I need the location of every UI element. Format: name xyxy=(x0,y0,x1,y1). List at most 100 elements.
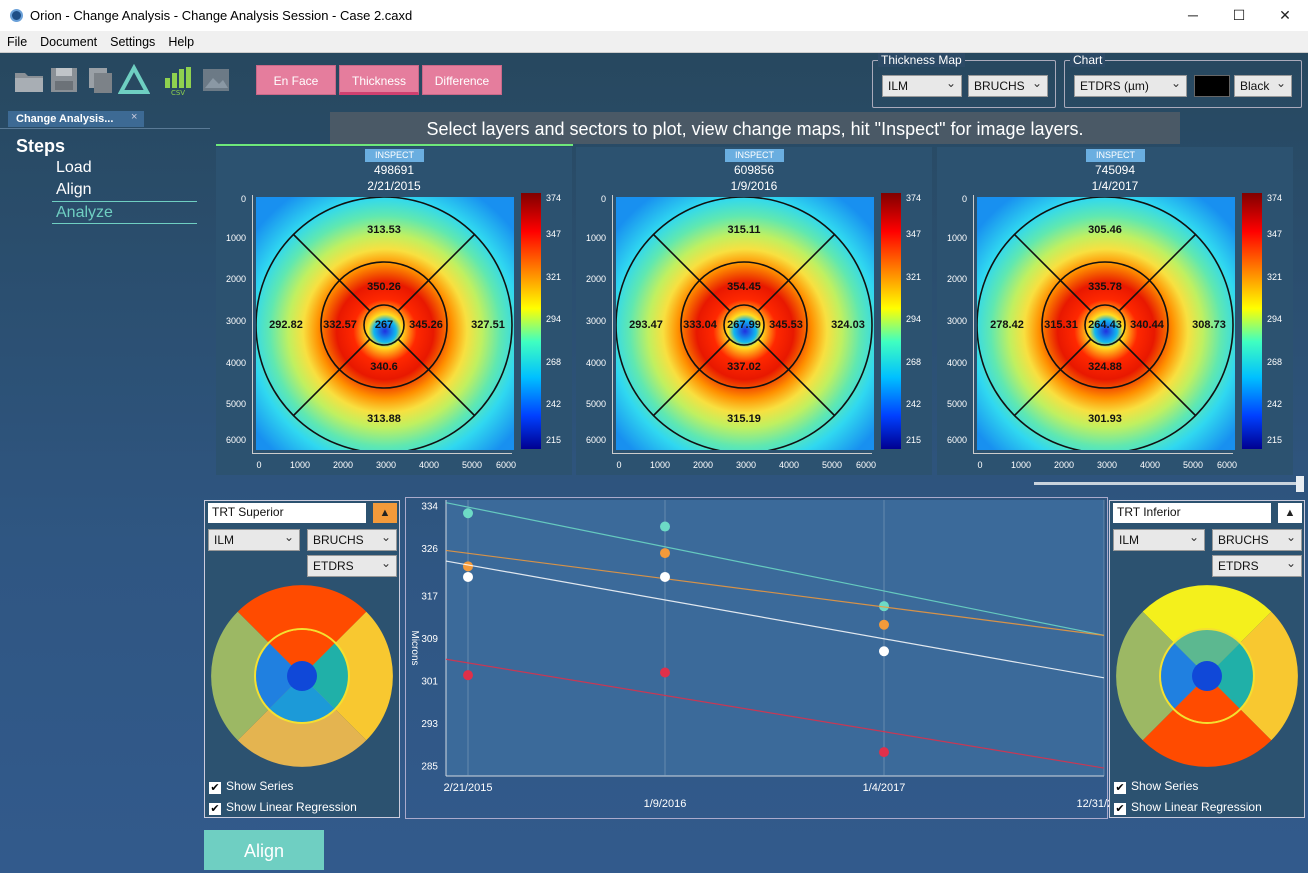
sector-value: 345.26 xyxy=(409,319,443,331)
superior-up-button[interactable]: ▲ xyxy=(373,503,397,523)
x-tick-label: 4000 xyxy=(778,460,800,470)
slider-track[interactable] xyxy=(1034,482,1298,485)
thickness-heatmap[interactable]: 315.11 354.45 293.47 333.04 267.99 345.53 324.… xyxy=(616,197,874,450)
step-divider xyxy=(52,201,197,202)
delta-icon[interactable] xyxy=(118,64,150,96)
align-button[interactable]: Align xyxy=(204,830,324,870)
chart-group-label: Chart xyxy=(1070,53,1106,67)
colorbar-tick-label: 268 xyxy=(546,357,562,367)
colorbar-tick-label: 374 xyxy=(546,193,562,203)
superior-sector-box: TRT Superior ▲ ILM BRUCHS ETDRS ✔Show Se… xyxy=(204,500,400,818)
superior-layer1-select[interactable]: ILM xyxy=(208,529,300,551)
inspect-button[interactable]: INSPECT xyxy=(725,149,784,162)
chart-y-tick-label: 285 xyxy=(421,761,438,772)
chart-x-tick-label: 12/31/2017 xyxy=(1076,798,1109,810)
superior-grid-select[interactable]: ETDRS xyxy=(307,555,397,577)
csv-export-icon[interactable]: CSV xyxy=(162,64,194,96)
minimize-button[interactable]: ─ xyxy=(1188,7,1198,23)
superior-show-regression-label: Show Linear Regression xyxy=(226,800,357,814)
en-face-button[interactable]: En Face xyxy=(256,65,336,95)
thickness-layer2-select[interactable]: BRUCHS xyxy=(968,75,1048,97)
step-load[interactable]: Load xyxy=(56,159,92,176)
y-tick-label: 2000 xyxy=(585,274,606,284)
color-scale-bar xyxy=(881,193,901,449)
colorbar-tick-label: 294 xyxy=(906,314,922,324)
sector-value: 354.45 xyxy=(727,281,761,293)
image-icon[interactable] xyxy=(200,64,232,96)
inferior-up-button[interactable]: ▲ xyxy=(1278,503,1302,523)
superior-show-regression-checkbox[interactable]: ✔ Show Linear Regression xyxy=(209,800,357,815)
chart-x-tick-label: 1/4/2017 xyxy=(863,782,906,794)
colorbar-tick-label: 321 xyxy=(906,272,922,282)
menu-help[interactable]: Help xyxy=(168,35,195,49)
inferior-layer2-select[interactable]: BRUCHS xyxy=(1212,529,1302,551)
y-tick-label: 2000 xyxy=(946,274,967,284)
sector-value: 305.46 xyxy=(1088,224,1122,236)
tab-close-icon[interactable]: × xyxy=(131,111,138,123)
inferior-sector-diagram[interactable] xyxy=(1112,581,1302,771)
regression-line xyxy=(445,549,1105,636)
data-point xyxy=(463,571,473,582)
chart-grid-select[interactable]: ETDRS (µm) xyxy=(1074,75,1187,97)
x-axis xyxy=(973,453,1233,454)
difference-button[interactable]: Difference xyxy=(422,65,502,95)
superior-sector-diagram[interactable] xyxy=(207,581,397,771)
data-point xyxy=(660,571,670,582)
step-analyze[interactable]: Analyze xyxy=(56,204,113,221)
menu-settings[interactable]: Settings xyxy=(110,35,156,49)
sector-value: 327.51 xyxy=(471,319,505,331)
colorbar-tick-label: 268 xyxy=(1267,357,1283,367)
step-align[interactable]: Align xyxy=(56,181,92,198)
color-swatch[interactable] xyxy=(1194,75,1230,97)
inferior-sector-box: TRT Inferior ▲ ILM BRUCHS ETDRS ✔Show Se… xyxy=(1109,500,1305,818)
thickness-layer1-select[interactable]: ILM xyxy=(882,75,962,97)
inferior-name-input[interactable]: TRT Inferior xyxy=(1113,503,1271,523)
save-icon[interactable] xyxy=(48,64,80,96)
inferior-show-regression-checkbox[interactable]: ✔ Show Linear Regression xyxy=(1114,800,1262,815)
inspect-button[interactable]: INSPECT xyxy=(365,149,424,162)
sector-value: 350.26 xyxy=(367,281,401,293)
copy-icon[interactable] xyxy=(84,64,116,96)
menu-document[interactable]: Document xyxy=(40,35,98,49)
x-tick-label: 2000 xyxy=(1053,460,1075,470)
thickness-heatmap[interactable]: 313.53 350.26 292.82 332.57 267 345.26 327.51 3… xyxy=(256,197,514,450)
x-tick-label: 1000 xyxy=(289,460,311,470)
slider-thumb[interactable] xyxy=(1296,476,1304,492)
maximize-button[interactable]: ☐ xyxy=(1232,7,1246,23)
inferior-layer1-select[interactable]: ILM xyxy=(1113,529,1205,551)
y-tick-label: 5000 xyxy=(225,399,246,409)
open-folder-icon[interactable] xyxy=(13,64,45,96)
plot-area xyxy=(446,500,1104,776)
data-point xyxy=(463,670,473,681)
superior-layer2-select[interactable]: BRUCHS xyxy=(307,529,397,551)
menu-file[interactable]: File xyxy=(7,35,28,49)
inferior-show-series-checkbox[interactable]: ✔ Show Series xyxy=(1114,779,1199,794)
data-point xyxy=(463,508,473,519)
chart-color-select[interactable]: Black xyxy=(1234,75,1292,97)
thickness-heatmap[interactable]: 305.46 335.78 278.42 315.31 264.43 340.44 308.… xyxy=(977,197,1235,450)
superior-name-input[interactable]: TRT Superior xyxy=(208,503,366,523)
inspect-button[interactable]: INSPECT xyxy=(1086,149,1145,162)
sector-value: 308.73 xyxy=(1192,319,1226,331)
close-button[interactable]: ✕ xyxy=(1279,7,1291,23)
sector-value: 267 xyxy=(374,319,394,331)
thickness-button[interactable]: Thickness xyxy=(339,65,419,95)
y-tick-label: 3000 xyxy=(225,316,246,326)
colorbar-tick-label: 294 xyxy=(1267,314,1283,324)
sector-value: 324.88 xyxy=(1088,361,1122,373)
progress-bar xyxy=(216,144,573,146)
color-scale-bar xyxy=(521,193,541,449)
superior-show-series-label: Show Series xyxy=(226,779,294,793)
chart-y-axis-label: Microns xyxy=(409,630,420,665)
colorbar-tick-label: 347 xyxy=(906,229,922,239)
y-tick-label: 1000 xyxy=(225,233,246,243)
colorbar-tick-label: 268 xyxy=(906,357,922,367)
menu-bar: File Document Settings Help xyxy=(0,31,1308,53)
sector-value: 313.88 xyxy=(367,413,401,425)
y-tick-label: 6000 xyxy=(946,435,967,445)
superior-show-series-checkbox[interactable]: ✔ Show Series xyxy=(209,779,294,794)
y-tick-label: 4000 xyxy=(585,358,606,368)
trend-chart-svg[interactable]: 334 326 317 309 301 293 285 2/21/2015 1/9/2016 1/… xyxy=(406,498,1132,820)
inferior-grid-select[interactable]: ETDRS xyxy=(1212,555,1302,577)
session-tab[interactable]: Change Analysis... xyxy=(8,111,144,127)
